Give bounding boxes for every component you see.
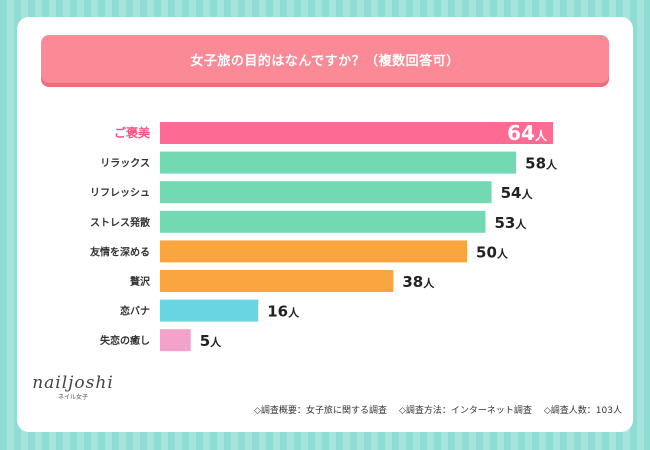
value-label: 5人: [200, 332, 222, 350]
bar-4: [160, 210, 486, 233]
category-label: 贅沢: [129, 275, 151, 288]
bar-7: [160, 299, 259, 322]
category-label: リラックス: [100, 158, 150, 170]
category-label: 友情を深める: [90, 245, 150, 258]
chart-card: 女子旅の目的はなんですか？（複数回答可）: [17, 17, 633, 432]
category-label: 恋バナ: [120, 305, 150, 318]
value-label: 38人: [402, 273, 435, 291]
value-label: 54人: [501, 184, 534, 202]
value-label: 58人: [525, 155, 558, 173]
bar-2: [160, 151, 517, 174]
value-label: 53人: [494, 214, 527, 232]
survey-overview: ◇調査概要：女子旅に関する調査: [254, 406, 387, 416]
bar-8: [160, 329, 191, 352]
category-label: ストレス発散: [90, 216, 151, 229]
value-label: 16人: [267, 303, 300, 321]
bar-3: [160, 181, 492, 204]
value-label: 50人: [476, 243, 509, 261]
survey-count: ◇調査人数：103人: [543, 406, 622, 416]
category-label: 失恋の癒し: [100, 334, 150, 347]
logo-text: nailjoshi: [32, 373, 114, 393]
survey-footer: ◇調査概要：女子旅に関する調査 ◇調査方法：インターネット調査 ◇調査人数：10…: [254, 403, 622, 416]
bar-5: [160, 240, 468, 263]
category-label: リフレッシュ: [90, 187, 150, 199]
survey-method: ◇調査方法：インターネット調査: [398, 406, 532, 416]
logo-subtext: ネイル女子: [57, 394, 88, 401]
bar-6: [160, 270, 394, 292]
logo: nailjoshi ネイル女子: [28, 373, 118, 401]
title-banner: 女子旅の目的はなんですか？（複数回答可）: [41, 35, 609, 83]
bar-1: [160, 122, 553, 144]
category-label: ご褒美: [114, 125, 151, 140]
value-label: 64人: [507, 121, 548, 145]
chart-title: 女子旅の目的はなんですか？（複数回答可）: [190, 53, 460, 69]
